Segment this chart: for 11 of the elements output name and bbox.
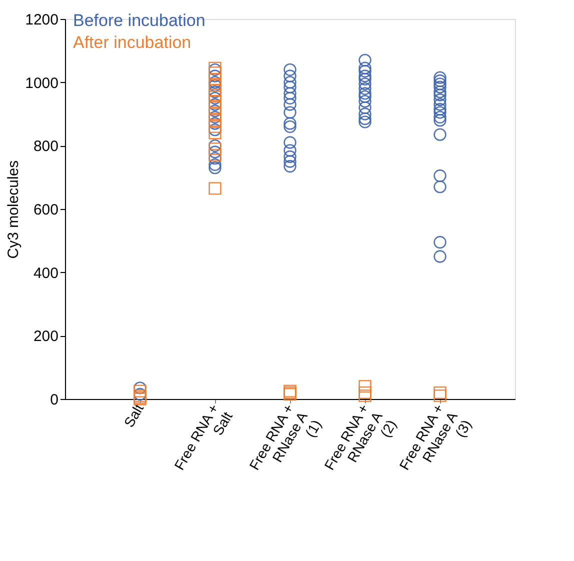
y-tick-label: 200 <box>33 328 58 346</box>
y-tick-label: 600 <box>33 202 58 218</box>
y-tick-label: 400 <box>33 264 58 282</box>
text: Before incubation <box>73 11 206 30</box>
y-axis-title: Cy3 molecules <box>5 160 22 259</box>
y-tick-label: 1000 <box>25 74 58 92</box>
series-label: After incubation <box>73 33 192 52</box>
x-tick-label: Salt <box>120 400 147 430</box>
y-tick-label: 0 <box>50 392 58 408</box>
y-tick-label: 800 <box>33 138 58 156</box>
y-tick-label: 1200 <box>25 12 58 28</box>
